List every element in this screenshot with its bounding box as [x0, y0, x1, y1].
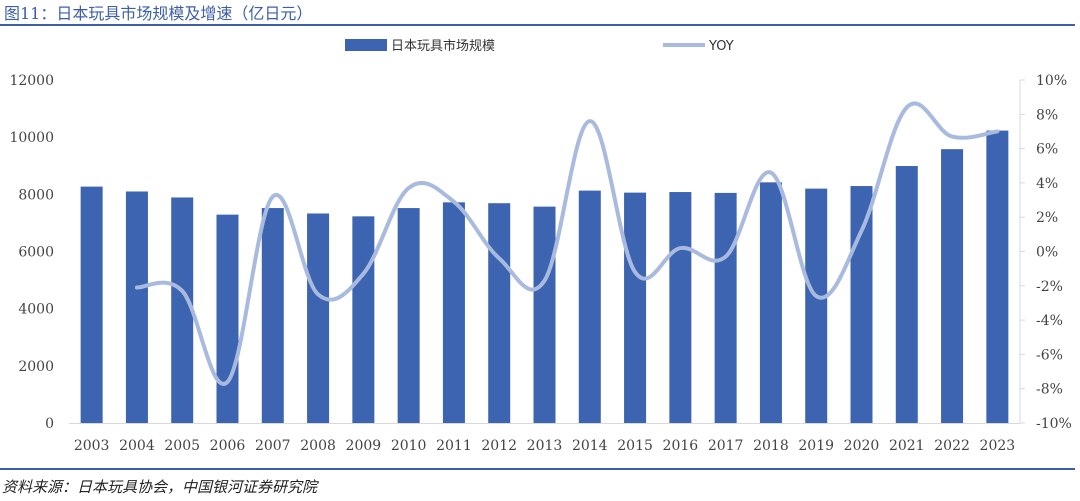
x-tick-label: 2010	[391, 438, 427, 454]
x-axis: 2003 2004 2005 2006 2007 2008 2009 2010 2011 2012…	[69, 423, 1020, 454]
left-tick-label: 6000	[18, 245, 54, 261]
bar	[669, 192, 692, 423]
right-tick-label: 4%	[1036, 176, 1058, 192]
right-tick-label: -6%	[1036, 347, 1063, 363]
right-tick-label: 8%	[1036, 107, 1058, 123]
bar	[714, 192, 737, 423]
left-tick-label: 12000	[9, 73, 54, 89]
x-tick-label: 2022	[934, 438, 970, 454]
left-tick-label: 8000	[18, 187, 54, 203]
x-tick-label: 2023	[980, 438, 1016, 454]
right-tick-label: -8%	[1036, 382, 1063, 398]
legend-label-line: YOY	[708, 39, 734, 54]
x-tick-label: 2004	[119, 438, 155, 454]
bar	[125, 191, 148, 423]
x-tick-label: 2013	[527, 438, 563, 454]
bar	[442, 202, 465, 423]
bar	[941, 149, 964, 423]
bar	[850, 186, 873, 423]
bar	[533, 206, 556, 423]
right-axis: -10% -8% -6% -4% -2% 0% 2% 4% 6% 8% 10%	[1019, 73, 1072, 432]
x-tick-label: 2011	[436, 438, 472, 454]
bar	[895, 166, 918, 423]
x-tick-label: 2017	[708, 438, 744, 454]
right-tick-label: -2%	[1036, 279, 1063, 295]
right-tick-label: 2%	[1036, 210, 1058, 226]
bar	[986, 130, 1009, 423]
top-divider	[0, 24, 1075, 26]
bar	[216, 214, 239, 423]
x-tick-label: 2006	[210, 438, 246, 454]
bar	[80, 186, 103, 423]
x-tick-label: 2020	[844, 438, 880, 454]
x-tick-label: 2009	[346, 438, 382, 454]
x-tick-label: 2018	[753, 438, 789, 454]
legend-swatch-bar	[345, 39, 387, 51]
x-tick-label: 2012	[481, 438, 517, 454]
figure-title: 图11：日本玩具市场规模及增速（亿日元）	[4, 4, 313, 23]
x-tick-label: 2005	[164, 438, 200, 454]
x-tick-label: 2021	[889, 438, 925, 454]
left-tick-label: 2000	[18, 359, 54, 375]
bar	[352, 216, 375, 423]
bottom-divider	[0, 468, 1075, 470]
bar	[624, 192, 647, 423]
bar-series	[80, 130, 1009, 423]
right-tick-label: 10%	[1036, 73, 1067, 89]
left-tick-label: 10000	[9, 130, 54, 146]
bar	[397, 208, 420, 423]
x-tick-label: 2003	[74, 438, 110, 454]
bar	[171, 197, 194, 423]
right-tick-label: 0%	[1036, 245, 1058, 261]
yoy-line	[134, 101, 1000, 386]
x-tick-label: 2008	[300, 438, 336, 454]
right-tick-label: 6%	[1036, 142, 1058, 158]
x-tick-label: 2015	[617, 438, 653, 454]
left-tick-label: 0	[45, 416, 54, 432]
legend-label-bar: 日本玩具市场规模	[391, 38, 495, 54]
bar	[488, 203, 511, 423]
bar	[759, 182, 782, 423]
right-tick-label: -4%	[1036, 313, 1063, 329]
x-tick-label: 2019	[798, 438, 834, 454]
right-tick-label: -10%	[1036, 416, 1072, 432]
source-note: 资料来源：日本玩具协会，中国银河证券研究院	[2, 478, 318, 496]
bar	[805, 188, 828, 423]
left-axis: 0 2000 4000 6000 8000 10000 12000	[9, 73, 54, 432]
bar	[307, 213, 330, 423]
x-tick-label: 2016	[663, 438, 699, 454]
legend: 日本玩具市场规模 YOY	[345, 38, 734, 54]
x-tick-label: 2014	[572, 438, 608, 454]
bar	[261, 208, 284, 423]
x-tick-label: 2007	[255, 438, 291, 454]
left-tick-label: 4000	[18, 302, 54, 318]
yoy-series	[134, 101, 1000, 386]
bar	[578, 190, 601, 423]
